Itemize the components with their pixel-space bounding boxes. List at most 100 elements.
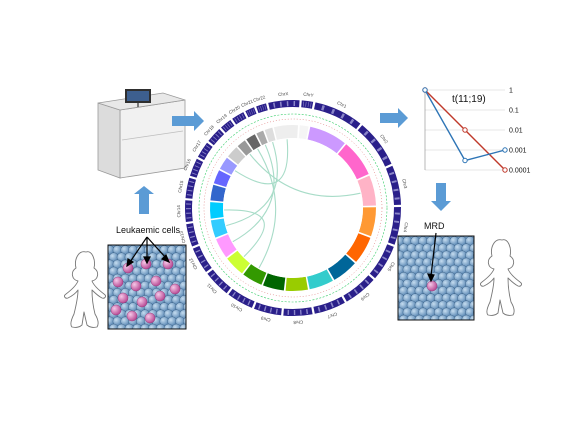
ideogram-band bbox=[223, 126, 227, 131]
chromosome-ideogram bbox=[388, 207, 402, 245]
ideogram-band bbox=[262, 105, 265, 111]
chromosome-ideogram bbox=[245, 107, 257, 118]
leukaemic-cell bbox=[154, 290, 166, 302]
cell bbox=[473, 309, 474, 316]
ideogram-band bbox=[194, 165, 200, 168]
ideogram-band bbox=[390, 236, 396, 240]
chromosome-label: Chr2 bbox=[379, 134, 389, 145]
chart-point bbox=[462, 157, 468, 164]
chromosome-segment bbox=[210, 184, 226, 202]
chromosome-label: Chr12 bbox=[188, 257, 199, 271]
ideogram-band bbox=[227, 123, 231, 128]
chromosome-ideogram bbox=[386, 165, 401, 205]
chart-tick-label: 0.1 bbox=[509, 108, 519, 115]
chromosome-ideogram bbox=[369, 244, 394, 279]
ideogram-band bbox=[186, 194, 192, 196]
chromosome-segment bbox=[298, 125, 309, 140]
chromosome-label: Chr15 bbox=[177, 180, 184, 193]
ideogram-band bbox=[190, 235, 196, 239]
chromosome-segment bbox=[357, 175, 376, 206]
leukaemic-cell bbox=[150, 275, 162, 287]
ideogram-band bbox=[257, 106, 260, 112]
mrd-chart: t(11;19) 1 0.1 0.01 0.001 0.0001 bbox=[422, 87, 531, 175]
ideogram-band bbox=[385, 249, 391, 254]
ideogram-band bbox=[214, 277, 219, 282]
child-right-outline bbox=[480, 239, 522, 316]
chromosome-label: Chr17 bbox=[191, 139, 202, 152]
chromosome-segment bbox=[237, 140, 253, 156]
chromosome-segment bbox=[216, 234, 237, 258]
chromosome-ideogram bbox=[185, 200, 193, 222]
cell bbox=[473, 266, 474, 273]
ideogram-band bbox=[373, 269, 379, 274]
fusion-link bbox=[232, 144, 275, 243]
ideogram-band bbox=[200, 154, 205, 158]
ideogram-band bbox=[185, 208, 191, 210]
ideogram-band bbox=[293, 100, 296, 106]
ideogram-band bbox=[232, 291, 236, 297]
mrd-cells-box bbox=[397, 235, 475, 321]
ideogram-band bbox=[263, 306, 267, 312]
cell bbox=[469, 272, 474, 282]
chromosome-segment bbox=[209, 202, 224, 219]
chromosome-label: ChrY bbox=[303, 92, 314, 98]
ideogram-band bbox=[197, 254, 203, 259]
chromosome-label: Chr16 bbox=[183, 158, 192, 172]
ideogram-band bbox=[310, 102, 312, 108]
ideogram-band bbox=[250, 109, 254, 115]
ideogram-band bbox=[331, 108, 336, 115]
chromosome-segment bbox=[285, 276, 308, 292]
ideogram-band bbox=[236, 116, 240, 122]
leukaemic-cell bbox=[117, 292, 129, 304]
ideogram-band bbox=[248, 110, 252, 116]
chromosome-ideogram bbox=[268, 100, 300, 110]
chromosome-segment bbox=[227, 250, 250, 274]
chromosome-segment bbox=[263, 273, 286, 291]
ideogram-band bbox=[279, 101, 282, 107]
ideogram-band bbox=[213, 136, 218, 141]
fusion-link bbox=[226, 141, 278, 227]
ideogram-band bbox=[287, 309, 290, 315]
chromosome-segment bbox=[273, 125, 298, 140]
chromosome-label: Chr10 bbox=[230, 302, 244, 313]
mrd-pointer-arrow bbox=[427, 232, 437, 283]
ideogram-band bbox=[210, 139, 215, 143]
ideogram-band bbox=[321, 105, 325, 111]
cell bbox=[473, 238, 474, 244]
ideogram-band bbox=[237, 294, 241, 300]
ideogram-band bbox=[234, 118, 238, 123]
chromosome-segment bbox=[243, 264, 267, 285]
ideogram-band bbox=[205, 145, 211, 149]
chromosome-segment bbox=[213, 170, 231, 187]
chart-tick-label: 0.0001 bbox=[509, 168, 531, 175]
ideogram-band bbox=[252, 108, 255, 114]
chromosome-label: Chr21 bbox=[240, 98, 254, 108]
ideogram-band bbox=[353, 289, 358, 294]
chromosome-segment bbox=[228, 147, 246, 165]
ideogram-band bbox=[394, 220, 400, 223]
ideogram-band bbox=[293, 310, 296, 316]
mrd-label: MRD bbox=[424, 221, 445, 231]
chromosome-label: ChrX bbox=[278, 91, 289, 97]
fusion-link bbox=[249, 153, 361, 197]
chromosome-segment bbox=[246, 134, 261, 151]
chromosome-segment bbox=[307, 126, 345, 154]
child-left-outline bbox=[64, 251, 106, 328]
ideogram-band bbox=[299, 309, 302, 315]
chromosome-ideogram bbox=[314, 102, 361, 130]
chromosome-label: Chr6 bbox=[359, 292, 370, 302]
ideogram-band bbox=[187, 189, 193, 192]
ideogram-band bbox=[273, 102, 276, 108]
leukaemic-cell bbox=[126, 310, 138, 322]
cell bbox=[183, 288, 186, 298]
chromosome-segment bbox=[210, 218, 228, 238]
arrow-to-graph bbox=[380, 108, 408, 128]
chromosome-label: Chr22 bbox=[253, 94, 267, 103]
cell bbox=[469, 286, 474, 296]
ideogram-band bbox=[306, 309, 309, 315]
cell bbox=[183, 316, 186, 326]
chromosome-label: Chr4 bbox=[402, 222, 409, 233]
green-track bbox=[198, 113, 388, 303]
arrow-up-to-sequencer bbox=[134, 186, 154, 214]
